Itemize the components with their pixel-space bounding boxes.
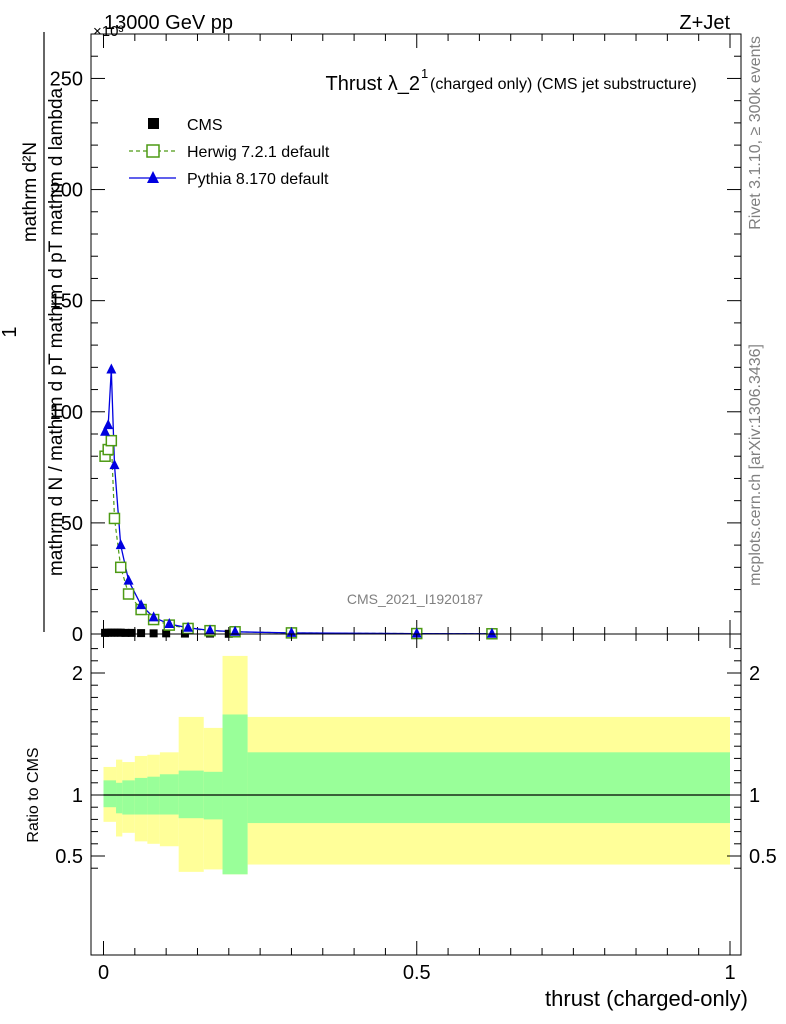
exponent-marker: ×10³ <box>93 23 123 40</box>
legend-item: Herwig 7.2.1 default <box>129 144 330 161</box>
ratio-band-stat <box>116 782 123 814</box>
pythia-point <box>123 574 134 585</box>
plot-title: Thrust λ_2 <box>326 73 420 95</box>
herwig-point <box>108 512 121 525</box>
ratio-band-stat <box>178 770 204 819</box>
ratio-band-stat <box>122 780 135 815</box>
main-ytick-label: 150 <box>50 291 83 313</box>
main-ytick-label: 100 <box>50 402 83 424</box>
cms-point <box>121 628 130 637</box>
ratio-ylabel: Ratio to CMS <box>25 747 42 842</box>
cms-point <box>162 629 171 638</box>
herwig-point <box>105 434 118 447</box>
plot-title-rest: (charged only) (CMS jet substructure) <box>430 76 697 93</box>
pythia-point <box>230 625 241 636</box>
legend-marker-square <box>148 118 159 129</box>
ratio-band-stat <box>203 771 223 820</box>
pythia-point <box>109 459 120 470</box>
pythia-point <box>486 627 497 638</box>
pythia-point <box>106 363 117 374</box>
legend: CMS Herwig 7.2.1 default Pythia 8.170 defa… <box>129 117 330 188</box>
analysis-label: CMS_2021_I1920187 <box>347 591 483 607</box>
main-ytick-label: 200 <box>50 180 83 202</box>
xlabel: thrust (charged-only) <box>545 986 748 1011</box>
pythia-point <box>100 425 111 436</box>
ratio-ytick-label: 2 <box>72 663 83 685</box>
ylabel-prefix: 1 <box>0 326 21 337</box>
ratio-ytick-label-right: 0.5 <box>749 846 777 868</box>
legend-marker-open-square <box>146 144 160 158</box>
ratio-band-stat <box>222 714 248 875</box>
pythia-point <box>205 624 216 635</box>
legend-label: CMS <box>187 117 223 134</box>
ratio-ytick-label: 0.5 <box>55 846 83 868</box>
ratio-band-stat <box>147 776 160 815</box>
pythia-point <box>136 599 147 610</box>
xtick-label: 0.5 <box>403 962 431 984</box>
ratio-panel: 0.5 0.5 1 1 2 2 0 0.5 1 <box>55 633 777 984</box>
main-ytick-label: 0 <box>72 624 83 646</box>
mcplots-label: mcplots.cern.ch [arXiv:1306.3436] <box>747 344 764 586</box>
cms-point <box>137 629 146 638</box>
energy-label: 13000 GeV pp <box>104 12 233 34</box>
pythia-point <box>115 539 126 550</box>
plot-title-sup: 1 <box>421 66 428 81</box>
pythia-point <box>164 618 175 628</box>
ratio-ytick-label: 1 <box>72 785 83 807</box>
cms-point <box>116 628 125 637</box>
main-ytick-label: 250 <box>50 68 83 90</box>
pythia-point <box>411 627 422 638</box>
ratio-ytick-label-right: 2 <box>749 663 760 685</box>
main-ylabel: 1 mathrm d²N mathrm d N / mathrm d pT ma… <box>0 32 67 632</box>
main-series <box>99 363 498 640</box>
xtick-label: 0 <box>98 962 109 984</box>
pythia-point <box>103 419 114 430</box>
process-label: Z+Jet <box>679 12 730 34</box>
ylabel-numerator: mathrm d²N <box>20 142 41 242</box>
ratio-ytick-label-right: 1 <box>749 785 760 807</box>
legend-marker-triangle <box>147 171 159 183</box>
ratio-band-stat <box>159 774 179 815</box>
ratio-axes: 0.5 0.5 1 1 2 2 0 0.5 1 <box>55 633 777 984</box>
main-axes: 0 50 100 150 200 250 <box>50 33 742 646</box>
cms-point <box>127 628 136 637</box>
pythia-point <box>183 621 194 632</box>
xtick-label: 1 <box>724 962 735 984</box>
ylabel-denominator: mathrm d N / mathrm d pT mathrm d pT mat… <box>46 87 67 576</box>
main-panel: 0 50 100 150 200 250 Thrust λ_2 1 (charged on… <box>50 33 742 646</box>
rivet-label: Rivet 3.1.10, ≥ 300k events <box>747 36 764 230</box>
legend-label: Pythia 8.170 default <box>187 171 329 188</box>
ratio-band-stat <box>103 780 117 808</box>
legend-item: CMS <box>148 117 223 134</box>
legend-label: Herwig 7.2.1 default <box>187 144 330 161</box>
legend-item: Pythia 8.170 default <box>129 171 329 188</box>
ratio-bands <box>103 655 730 875</box>
cms-point <box>149 629 158 638</box>
ratio-band-stat <box>247 752 730 824</box>
herwig-point <box>114 561 127 574</box>
ratio-band-stat <box>134 777 148 815</box>
herwig-point <box>122 588 135 600</box>
main-ytick-label: 50 <box>61 513 83 535</box>
pythia-point <box>148 611 159 622</box>
